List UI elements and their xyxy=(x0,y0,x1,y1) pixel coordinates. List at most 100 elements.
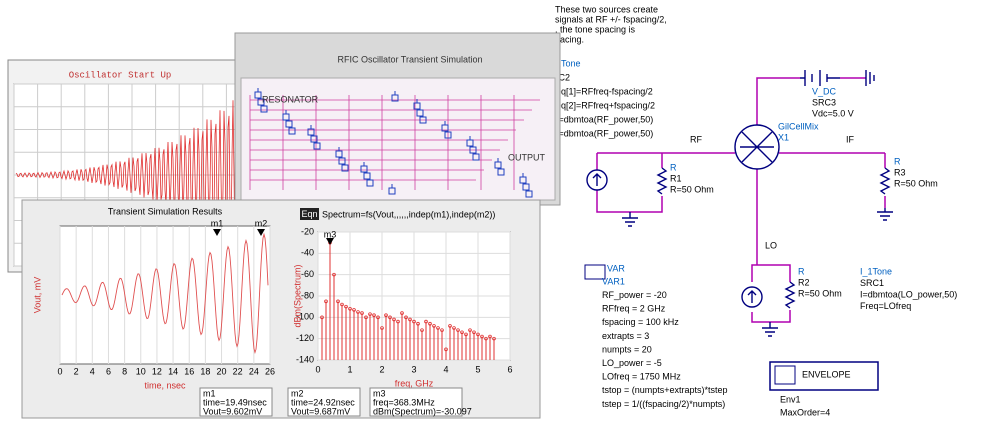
envelope-title: ENVELOPE xyxy=(802,369,851,379)
var-tag: VAR xyxy=(607,263,625,273)
resistor-text: R=50 Ohm xyxy=(670,184,714,194)
rf-source-text: :C2 xyxy=(556,72,570,82)
spectrum-dot xyxy=(396,319,400,324)
equation-tag: Eqn xyxy=(301,209,317,219)
marker-label: m1 xyxy=(211,218,224,228)
x-tick-label: 6 xyxy=(106,366,111,376)
x-tick-label: 14 xyxy=(168,366,178,376)
spectrum-dot xyxy=(428,321,432,326)
rf-source-text: 1Tone xyxy=(556,58,581,68)
rfic-window: RFIC Oscillator Transient Simulation RESO… xyxy=(234,32,561,206)
spectrum-dot xyxy=(436,326,440,330)
circuit-label: RESONATOR xyxy=(262,94,319,104)
spectrum-dot xyxy=(476,332,480,337)
spectrum-dot xyxy=(384,313,388,318)
y-tick-label: -120 xyxy=(296,333,314,343)
readout-line: Vout=9.687mV xyxy=(291,406,350,416)
spectrum-dot xyxy=(332,272,336,277)
window-title: RFIC Oscillator Transient Simulation xyxy=(337,54,482,64)
x-axis-label: freq, GHz xyxy=(395,378,434,388)
dc-source-text: Vdc=5.0 V xyxy=(812,108,854,118)
var-icon xyxy=(584,264,606,280)
resistor-text: R=50 Ohm xyxy=(798,288,842,298)
x-tick-label: 8 xyxy=(122,366,127,376)
resistor-text: R xyxy=(894,156,901,166)
x-tick-label: 2 xyxy=(74,366,79,376)
spectrum-dot xyxy=(392,317,396,322)
var-line: extrapts = 3 xyxy=(602,331,649,341)
x-tick-label: 16 xyxy=(184,366,194,376)
readout-name: m2 xyxy=(291,388,304,398)
readout-name: m3 xyxy=(373,388,386,398)
readout-line: time=19.49nsec xyxy=(203,397,267,407)
resistor-text: R xyxy=(798,266,805,276)
spectrum-dot xyxy=(404,315,408,320)
equation-tag-box xyxy=(300,208,319,220)
lo-source-text: Freq=LOfreq xyxy=(860,301,911,311)
resistor-text: R3 xyxy=(894,167,906,177)
x-tick-label: 1 xyxy=(347,364,352,374)
spectrum-dot xyxy=(480,334,484,339)
x-tick-label: 20 xyxy=(217,366,227,376)
marker-triangle xyxy=(213,229,221,236)
var-line: tstep = 1/((fspacing/2)*numpts) xyxy=(602,399,725,409)
note: pacing. xyxy=(555,34,584,44)
window-title: Transient Simulation Results xyxy=(108,206,223,216)
spectrum-dot xyxy=(420,328,424,332)
x-tick-label: 5 xyxy=(475,364,480,374)
spectrum-dot xyxy=(356,310,360,314)
spectrum-dot xyxy=(388,315,392,320)
var-line: VAR1 xyxy=(602,276,625,286)
circuit-label: OUTPUT xyxy=(508,152,546,162)
x-tick-label: 0 xyxy=(57,366,62,376)
spectrum-dot xyxy=(432,324,436,328)
y-tick-label: -40 xyxy=(301,248,314,258)
equation: Spectrum=fs(Vout,,,,,,indep(m1),indep(m2… xyxy=(322,209,495,219)
port-label: IF xyxy=(846,134,855,144)
spectrum-dot xyxy=(424,319,428,324)
x-tick-label: 22 xyxy=(233,366,243,376)
marker-triangle xyxy=(257,229,265,236)
lo-source-text: I_1Tone xyxy=(860,266,892,276)
marker-label: m2 xyxy=(255,218,268,228)
spectrum-dot xyxy=(460,330,464,335)
port-label: RF xyxy=(690,134,702,144)
spectrum-dot xyxy=(412,319,416,324)
waveform xyxy=(15,89,251,263)
rf-source-text: ]=dbmtoa(RF_power,50) xyxy=(556,114,653,124)
spectrum-dot xyxy=(352,308,356,312)
wires xyxy=(596,77,886,323)
x-tick-label: 0 xyxy=(315,364,320,374)
spectrum-dot xyxy=(408,317,412,322)
spectrum-dot xyxy=(324,299,328,304)
readout-name: m1 xyxy=(203,388,216,398)
x-tick-label: 4 xyxy=(443,364,448,374)
spectrum-dot xyxy=(456,328,460,332)
var-line: numpts = 20 xyxy=(602,344,652,354)
waveform xyxy=(61,232,269,354)
x-tick-label: 10 xyxy=(136,366,146,376)
rf-source-text: eq[1]=RFfreq-fspacing/2 xyxy=(556,86,653,96)
y-tick-label: -60 xyxy=(301,269,314,279)
envelope-icon xyxy=(774,365,796,385)
x-axis-label: time, nsec xyxy=(144,380,186,390)
spectrum-dot xyxy=(468,328,472,332)
y-axis-label: dBm(Spectrum) xyxy=(292,264,302,327)
spectrum-dot xyxy=(452,326,456,330)
dc-source-text: SRC3 xyxy=(812,97,836,107)
marker-triangle xyxy=(326,238,334,245)
spectrum-dot xyxy=(344,304,348,309)
lo-source-text: I=dbmtoa(LO_power,50) xyxy=(860,289,957,299)
spectrum-dot xyxy=(368,312,372,316)
dc-source-text: V_DC xyxy=(812,86,837,96)
y-tick-label: -140 xyxy=(296,354,314,364)
var-line: RF_power = -20 xyxy=(602,290,667,300)
x-tick-label: 2 xyxy=(379,364,384,374)
var-line: fspacing = 100 kHz xyxy=(602,317,679,327)
var-line: LO_power = -5 xyxy=(602,358,662,368)
envelope-line: Env1 xyxy=(780,394,801,404)
spectrum-dot xyxy=(320,315,324,320)
resistor-text: R2 xyxy=(798,277,810,287)
rf-source-text: ]=dbmtoa(RF_power,50) xyxy=(556,128,653,138)
